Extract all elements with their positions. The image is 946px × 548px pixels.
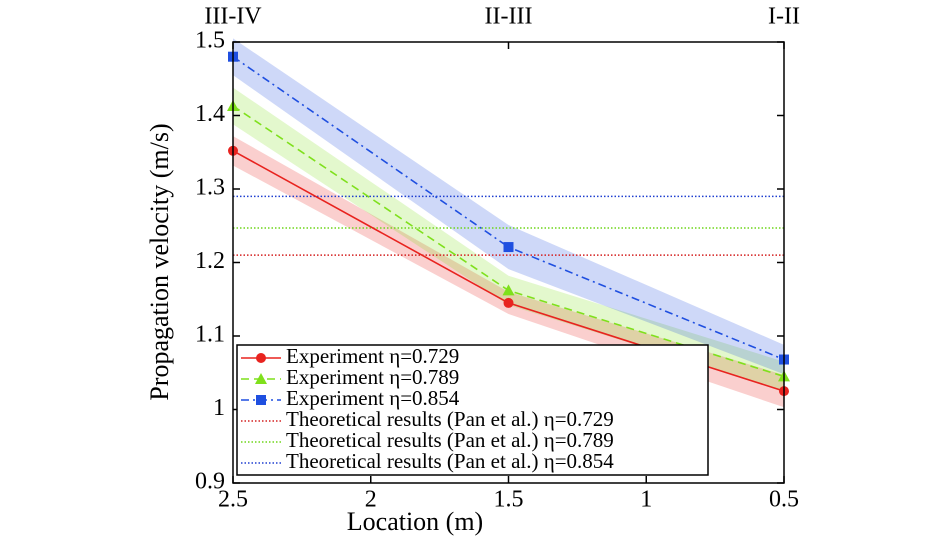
y-tick-label: 1.4 <box>195 101 225 127</box>
top-tick-label: II-III <box>485 4 533 30</box>
legend-marker <box>255 373 267 384</box>
x-tick-label: 0.5 <box>769 487 799 513</box>
x-tick-label: 2 <box>365 487 377 513</box>
legend-label: Experiment η=0.729 <box>286 344 459 368</box>
legend-label: Theoretical results (Pan et al.) η=0.729 <box>286 407 614 431</box>
marker <box>502 284 515 296</box>
y-tick-label: 1.5 <box>195 28 225 54</box>
legend-label: Experiment η=0.789 <box>286 365 459 389</box>
y-tick-label: 1.1 <box>195 322 225 348</box>
marker <box>503 297 514 308</box>
legend-label: Experiment η=0.854 <box>286 386 460 410</box>
x-axis-label: Location (m) <box>347 507 483 536</box>
x-tick-label: 1 <box>640 487 652 513</box>
legend-marker <box>256 353 266 363</box>
y-tick-label: 1.3 <box>195 175 225 201</box>
y-tick-label: 1.2 <box>195 248 225 274</box>
error-band <box>233 38 784 375</box>
series-line <box>232 56 785 361</box>
error-band <box>233 136 784 408</box>
y-tick-label: 1 <box>213 395 225 421</box>
y-axis-label: Propagation velocity (m/s) <box>145 123 174 400</box>
top-tick-label: III-IV <box>204 4 262 30</box>
marker <box>503 242 514 253</box>
legend-label: Theoretical results (Pan et al.) η=0.854 <box>286 449 614 473</box>
x-tick-label: 2.5 <box>218 487 248 513</box>
error-band <box>233 87 784 392</box>
x-tick-label: 1.5 <box>494 487 524 513</box>
legend-box <box>236 344 709 476</box>
legend-label: Theoretical results (Pan et al.) η=0.789 <box>286 428 614 452</box>
y-tick-label: 0.9 <box>195 469 225 495</box>
top-tick-label: I-II <box>768 4 800 30</box>
legend-marker <box>256 395 266 405</box>
